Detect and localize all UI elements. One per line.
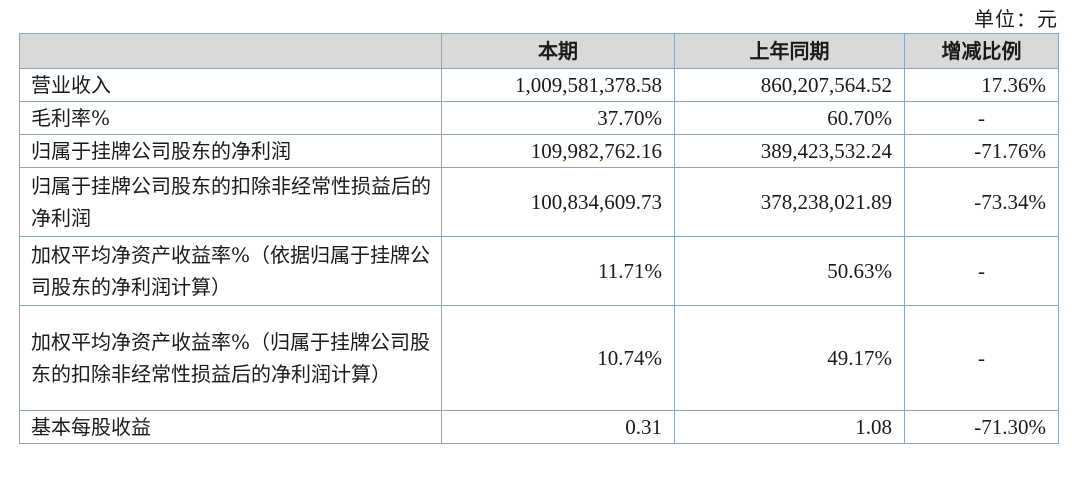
change-value: -	[904, 305, 1059, 411]
financial-summary-table: 本期 上年同期 增减比例 营业收入 1,009,581,378.58 860,2…	[19, 33, 1059, 444]
change-value: 17.36%	[904, 68, 1059, 102]
change-value: -	[904, 236, 1059, 306]
change-value: -71.30%	[904, 410, 1059, 444]
header-cell-previous-period: 上年同期	[674, 33, 905, 69]
unit-label: 单位：元	[974, 7, 1058, 31]
header-cell-current-period: 本期	[441, 33, 675, 69]
change-value: -71.76%	[904, 134, 1059, 168]
row-label: 营业收入	[19, 68, 442, 102]
row-label: 归属于挂牌公司股东的扣除非经常性损益后的净利润	[19, 167, 442, 237]
table-row: 归属于挂牌公司股东的扣除非经常性损益后的净利润 100,834,609.73 3…	[19, 167, 1059, 237]
current-value: 10.74%	[441, 305, 675, 411]
current-value: 100,834,609.73	[441, 167, 675, 237]
previous-value: 378,238,021.89	[674, 167, 905, 237]
current-value: 1,009,581,378.58	[441, 68, 675, 102]
change-value: -	[904, 101, 1059, 135]
previous-value: 49.17%	[674, 305, 905, 411]
table-header-row: 本期 上年同期 增减比例	[19, 33, 1059, 69]
header-cell-item	[19, 33, 442, 69]
previous-value: 1.08	[674, 410, 905, 444]
previous-value: 860,207,564.52	[674, 68, 905, 102]
change-value: -73.34%	[904, 167, 1059, 237]
row-label: 加权平均净资产收益率%（归属于挂牌公司股东的扣除非经常性损益后的净利润计算）	[19, 305, 442, 411]
table-row: 归属于挂牌公司股东的净利润 109,982,762.16 389,423,532…	[19, 134, 1059, 168]
current-value: 11.71%	[441, 236, 675, 306]
table-row: 加权平均净资产收益率%（依据归属于挂牌公司股东的净利润计算） 11.71% 50…	[19, 236, 1059, 306]
row-label: 加权平均净资产收益率%（依据归属于挂牌公司股东的净利润计算）	[19, 236, 442, 306]
row-label: 归属于挂牌公司股东的净利润	[19, 134, 442, 168]
table-row: 基本每股收益 0.31 1.08 -71.30%	[19, 410, 1059, 444]
previous-value: 60.70%	[674, 101, 905, 135]
row-label: 毛利率%	[19, 101, 442, 135]
header-cell-change-ratio: 增减比例	[904, 33, 1059, 69]
previous-value: 50.63%	[674, 236, 905, 306]
current-value: 109,982,762.16	[441, 134, 675, 168]
table-row: 毛利率% 37.70% 60.70% -	[19, 101, 1059, 135]
table-row: 营业收入 1,009,581,378.58 860,207,564.52 17.…	[19, 68, 1059, 102]
table-row: 加权平均净资产收益率%（归属于挂牌公司股东的扣除非经常性损益后的净利润计算） 1…	[19, 305, 1059, 411]
row-label: 基本每股收益	[19, 410, 442, 444]
current-value: 0.31	[441, 410, 675, 444]
current-value: 37.70%	[441, 101, 675, 135]
previous-value: 389,423,532.24	[674, 134, 905, 168]
